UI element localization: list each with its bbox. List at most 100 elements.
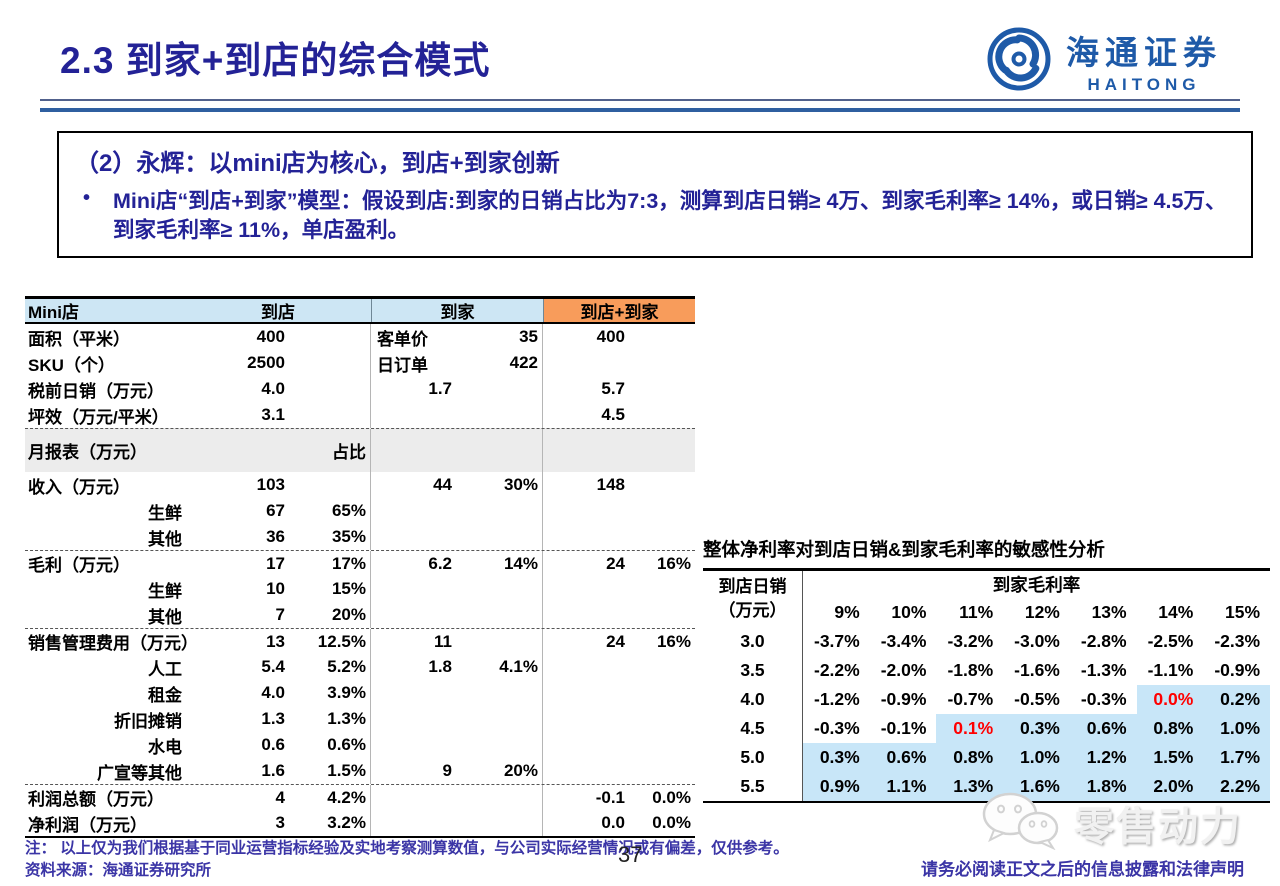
store-value: 3 — [275, 813, 285, 832]
table-row: 其他 7 20% — [25, 602, 695, 628]
row-label: 其他 — [148, 607, 182, 627]
store-pct: 20% — [285, 602, 371, 628]
sens-col-header: 9% — [834, 601, 860, 622]
store-pct: 35% — [285, 524, 371, 550]
combined-value: 24 — [606, 631, 625, 651]
sens-row-label: 5.0 — [703, 743, 803, 772]
mini-table-body: 面积（平米） 400 客单价 35 400 SKU（个） 2500 日订单 422 税前日销（万元… — [25, 324, 695, 836]
combined-value: 400 — [596, 327, 625, 346]
store-pct: 15% — [285, 576, 371, 602]
combined-value: 148 — [596, 475, 625, 494]
sens-row-header: 到店日销 （万元） — [703, 571, 803, 627]
sens-cell: 1.3% — [936, 772, 1004, 801]
table-row: 生鲜 67 65% — [25, 498, 695, 524]
row-label: SKU（个） — [28, 355, 115, 375]
home-pct — [455, 402, 543, 428]
sens-cell: -0.9% — [880, 689, 927, 709]
table-row: 3.0 -3.7% -3.4% -3.2% -3.0% -2.8% -2.5% -2.3% — [703, 627, 1270, 656]
home-value: 6.2 — [428, 553, 452, 573]
sens-cell: 1.0% — [1003, 743, 1070, 772]
store-pct: 0.6% — [285, 732, 371, 758]
sens-col-header: 14% — [1158, 601, 1194, 622]
bullet-marker: • — [83, 187, 91, 209]
sens-cell: -1.2% — [814, 689, 860, 709]
sens-cell: -3.4% — [880, 631, 927, 651]
sens-col-header: 12% — [1024, 601, 1060, 622]
store-pct: 1.3% — [285, 706, 371, 732]
home-label: 客单价 — [377, 329, 428, 349]
sens-cell: 2.2% — [1203, 772, 1271, 801]
table-row: 5.0 0.3% 0.6% 0.8% 1.0% 1.2% 1.5% 1.7% — [703, 743, 1271, 772]
sens-cell: -0.5% — [1014, 689, 1060, 709]
combined-value: -0.1 — [595, 787, 625, 807]
table-row: 面积（平米） 400 客单价 35 400 — [25, 324, 695, 350]
store-value: 0.6 — [261, 735, 285, 754]
sens-cell: 0.9% — [803, 772, 870, 801]
store-value: 36 — [266, 527, 285, 546]
sens-header-right: 到家毛利率 9% 10% 11% 12% 13% 14% 15% — [803, 571, 1270, 627]
sens-cell: -0.3% — [814, 718, 860, 738]
sens-cell: 1.5% — [1136, 743, 1204, 772]
home-pct: 35 — [455, 324, 543, 350]
page-title: 2.3 到家+到店的综合模式 — [60, 40, 491, 81]
sens-row-label: 5.5 — [703, 772, 803, 801]
home-pct — [455, 524, 543, 550]
sens-cell: 0.8% — [936, 743, 1004, 772]
sens-col-headers: 9% 10% 11% 12% 13% 14% 15% — [803, 597, 1270, 627]
store-pct — [285, 402, 371, 428]
table-row: 广宣等其他 1.6 1.5% 9 20% — [25, 758, 695, 784]
store-pct — [285, 324, 371, 350]
combined-pct: 0.0% — [652, 787, 691, 807]
store-value: 1.6 — [261, 761, 285, 780]
store-value: 400 — [256, 327, 285, 346]
home-pct: 14% — [455, 551, 543, 576]
home-pct — [455, 602, 543, 628]
row-label: 租金 — [148, 685, 182, 705]
table-row: 净利润（万元） 3 3.2% 0.0 0.0% — [25, 810, 695, 836]
home-pct — [455, 429, 543, 472]
table-row: 4.5 -0.3% -0.1% 0.1% 0.3% 0.6% 0.8% 1.0% — [703, 714, 1271, 743]
store-value: 4.0 — [261, 379, 285, 398]
sens-cell: 0.6% — [1069, 714, 1137, 743]
footnote: 注： 以上仅为我们根据基于同业运营指标经验及实地考察测算数值，与公司实际经营情况… — [25, 840, 789, 857]
sens-col-header: 10% — [891, 601, 927, 622]
sens-cell: 1.6% — [1003, 772, 1070, 801]
sens-row-label: 4.0 — [703, 685, 803, 714]
store-pct: 12.5% — [285, 629, 371, 654]
home-pct — [455, 810, 543, 836]
sens-cell: 0.1% — [936, 714, 1004, 743]
sens-cell: 2.0% — [1136, 772, 1204, 801]
sens-cell: -2.8% — [1080, 631, 1127, 651]
haitong-logo-text: 海通证券 HAITONG — [1066, 26, 1222, 95]
mini-store-table: Mini店 到店 到家 到店+到家 面积（平米） 400 客单价 35 400 SKU（个… — [25, 296, 695, 838]
sensitivity-section: 整体净利率对到店日销&到家毛利率的敏感性分析 到店日销 （万元） 到家毛利率 9… — [703, 536, 1271, 803]
sens-col-header: 13% — [1091, 601, 1127, 622]
store-value: 4.0 — [261, 683, 285, 702]
row-label: 收入（万元） — [28, 477, 130, 497]
table-row: 3.5 -2.2% -2.0% -1.8% -1.6% -1.3% -1.1% -0.9% — [703, 656, 1270, 685]
combined-value: 4.5 — [601, 405, 625, 424]
home-value: 11 — [434, 631, 452, 651]
sens-cell: -0.9% — [1214, 660, 1261, 680]
sens-cell: -2.5% — [1147, 631, 1194, 651]
sens-cell: -1.3% — [1080, 660, 1127, 680]
sens-cell: -0.3% — [1080, 689, 1127, 709]
table-row: 销售管理费用（万元） 13 12.5% 11 24 16% — [25, 628, 695, 654]
table-row: 毛利（万元） 17 17% 6.2 14% 24 16% — [25, 550, 695, 576]
home-value: 9 — [442, 761, 452, 780]
home-pct — [455, 576, 543, 602]
home-pct: 422 — [455, 350, 543, 376]
row-label: 水电 — [148, 737, 182, 757]
disclaimer: 请务必阅读正文之后的信息披露和法律声明 — [921, 860, 1244, 879]
sens-cell: 1.1% — [869, 772, 937, 801]
sensitivity-header: 到店日销 （万元） 到家毛利率 9% 10% 11% 12% 13% 14% 15% — [703, 571, 1270, 627]
row-label: 净利润（万元） — [28, 815, 147, 835]
store-value: 103 — [256, 475, 285, 494]
store-pct: 5.2% — [285, 654, 371, 680]
row-label: 坪效（万元/平米） — [28, 407, 169, 427]
combined-value: 24 — [606, 553, 625, 573]
info-box-heading: （2）永辉：以mini店为核心，到店+到家创新 — [75, 150, 560, 177]
sens-cell: -1.6% — [1014, 660, 1060, 680]
header-cell-ministore: Mini店 — [25, 299, 185, 322]
table-row: 其他 36 35% — [25, 524, 695, 550]
